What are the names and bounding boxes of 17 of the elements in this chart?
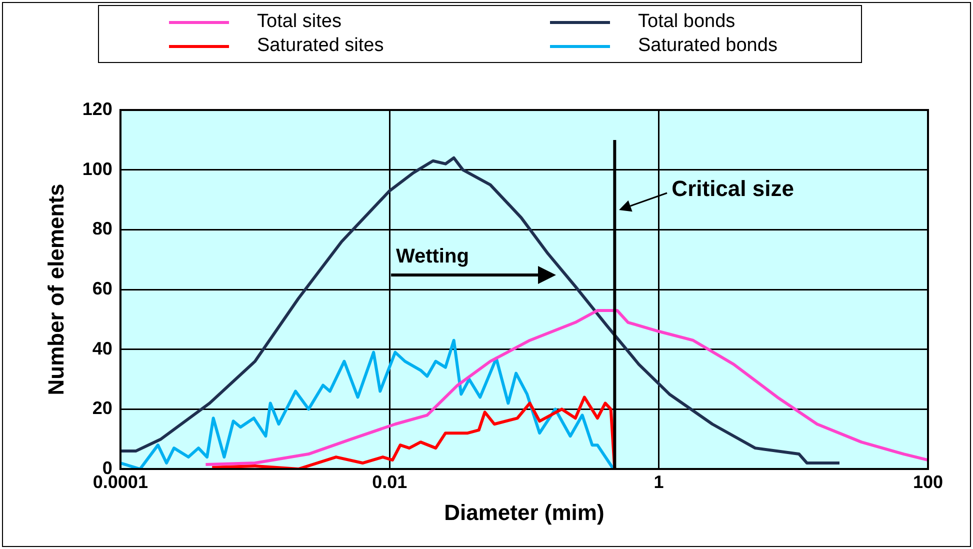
y-tick-label: 100 (82, 158, 112, 179)
ref-line-label: Critical size (672, 176, 794, 202)
y-axis-title: Number of elements (43, 184, 68, 396)
legend-label: Total bonds (638, 11, 736, 33)
y-tick-label: 40 (92, 338, 112, 358)
y-tick-label: 80 (92, 218, 112, 239)
x-tick-label: 0.01 (372, 472, 408, 492)
legend-label: Saturated sites (257, 35, 384, 57)
y-tick-label: 20 (92, 398, 112, 418)
y-tick-label: 60 (92, 278, 112, 298)
y-tick-label: 120 (82, 98, 112, 119)
legend-label: Total sites (257, 11, 342, 33)
legend-label: Saturated bonds (638, 35, 778, 57)
x-axis-title: Diameter (mim) (444, 500, 604, 525)
x-tick-label: 100 (912, 472, 944, 492)
annotation: Wetting (396, 246, 469, 268)
x-tick-label: 1 (654, 472, 664, 492)
